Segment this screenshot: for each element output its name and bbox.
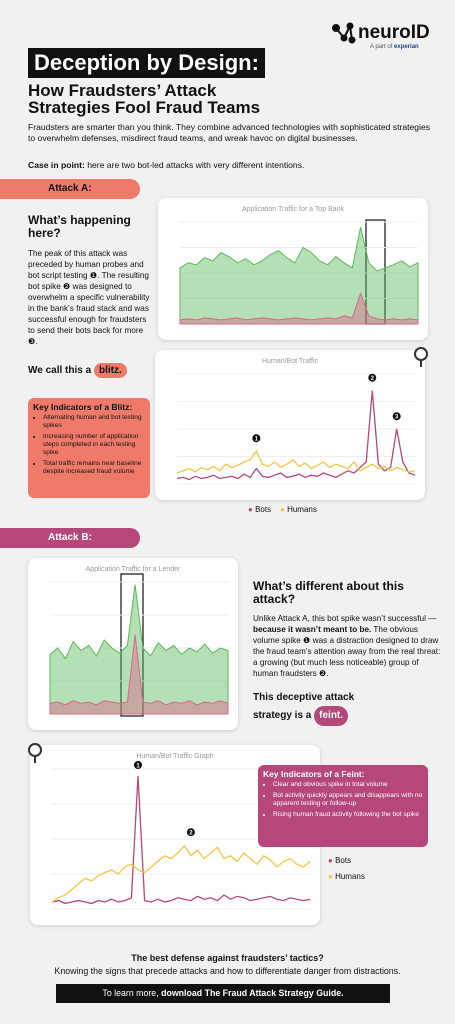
parent: A part of experian	[370, 44, 419, 50]
cta-link[interactable]: download The Fraud Attack Strategy Guide…	[161, 988, 344, 998]
body-b-bold: because it wasn’t meant to be.	[253, 625, 372, 634]
annotation-dot	[368, 373, 377, 382]
annotation-dot	[186, 828, 195, 837]
legend-b: ● Bots ● Humans	[328, 856, 365, 881]
banner-a: Attack A:	[0, 179, 140, 199]
line	[51, 775, 311, 905]
chart-title: Human/Bot Traffic Graph	[136, 753, 213, 760]
indicator: Clear and obvious spike in total volume	[273, 781, 423, 789]
area	[49, 584, 229, 715]
card: Application Traffic for a Top Bank	[158, 198, 428, 340]
call-b-word: feint.	[314, 706, 349, 726]
annotation-label: 1	[136, 764, 140, 770]
legend-a: ● Bots ● Humans	[248, 505, 317, 514]
call-b: This deceptive attack strategy is a fein…	[253, 690, 383, 726]
annotation-label: 1	[255, 437, 259, 443]
body-a: The peak of this attack was preceded by …	[28, 249, 150, 346]
chart: Application Traffic for a Top Bank	[179, 206, 419, 325]
magnifier	[414, 347, 428, 367]
brand: neuroID	[358, 22, 430, 43]
title: Deception by Design:	[28, 48, 265, 78]
chart: Application Traffic for a Lender	[49, 566, 229, 717]
banner-b: Attack B:	[0, 528, 140, 548]
subtitle: How Fraudsters’ Attack Strategies Fool F…	[28, 81, 261, 117]
case-lead: Case in point:	[28, 160, 85, 170]
intro: Fraudsters are smarter than you think. T…	[28, 122, 431, 143]
body-b-1: Unlike Attack A, this bot spike wasn’t s…	[253, 614, 437, 623]
card: Application Traffic for a Lender	[28, 558, 238, 730]
area	[179, 226, 419, 325]
legend-label: Bots	[255, 505, 272, 514]
indicator: Alternating human and bot testing spikes	[43, 414, 145, 430]
body-b-2: The obvious volume spike ❶ was a distrac…	[253, 625, 441, 678]
cta[interactable]: To learn more, download The Fraud Attack…	[56, 984, 390, 1003]
cta-lead: To learn more,	[102, 988, 162, 998]
line	[176, 449, 416, 474]
annotation-dot	[252, 434, 261, 443]
indicator: Rising human fraud activity following th…	[273, 811, 423, 819]
footer-question: The best defense against fraudsters’ tac…	[131, 953, 324, 963]
indicators-b-title: Key Indicators of a Feint:	[263, 769, 365, 779]
body-b: Unlike Attack A, this bot spike wasn’t s…	[253, 613, 443, 679]
call-a: We call this a blitz.	[28, 363, 127, 378]
indicators-a-title: Key Indicators of a Blitz:	[33, 402, 133, 412]
call-a-word: blitz.	[93, 363, 127, 378]
chart-title: Application Traffic for a Lender	[86, 566, 181, 573]
case-text: here are two bot-led attacks with very d…	[84, 160, 305, 170]
chart-title: Application Traffic for a Top Bank	[242, 206, 345, 213]
legend-label: Bots	[335, 856, 352, 865]
line	[176, 390, 416, 481]
call-a-lead: We call this a	[28, 365, 92, 376]
indicators-b: Key Indicators of a Feint: Clear and obv…	[258, 765, 428, 847]
line	[51, 844, 311, 903]
chart-title: Human/Bot Traffic	[262, 358, 318, 365]
logo-icon	[332, 22, 356, 44]
banner-b-text: Attack B:	[48, 532, 92, 543]
banner-a-text: Attack A:	[48, 183, 92, 194]
parent-name: experian	[394, 44, 419, 50]
annotation-label: 2	[371, 376, 375, 382]
heading-b: What’s different about this attack?	[253, 579, 404, 606]
annotation-label: 2	[189, 831, 193, 837]
indicator: Total traffic remains near baseline desp…	[43, 460, 145, 476]
call-b-lead: This deceptive attack strategy is a	[253, 692, 355, 721]
indicator: Increasing number of application steps c…	[43, 433, 145, 457]
magnifier	[28, 743, 42, 763]
chart: Human/Bot Traffic 1 2 3	[176, 358, 416, 485]
footer-answer: Knowing the signs that precede attacks a…	[54, 966, 401, 976]
legend-label: Humans	[335, 872, 365, 881]
area	[49, 634, 229, 715]
annotation-label: 3	[395, 415, 399, 421]
indicators-a: Key Indicators of a Blitz: Alternating h…	[28, 398, 150, 498]
annotation-dot	[134, 761, 142, 769]
parent-prefix: A part of	[370, 44, 393, 50]
card: Human/Bot Traffic 1 2 3	[155, 350, 425, 500]
case: Case in point: here are two bot-led atta…	[28, 160, 433, 171]
indicator: Bot activity quickly appears and disappe…	[273, 792, 423, 808]
area	[179, 291, 419, 325]
heading-a: What’s happening here?	[28, 213, 131, 240]
annotation-dot	[392, 412, 401, 421]
legend-label: Humans	[287, 505, 317, 514]
